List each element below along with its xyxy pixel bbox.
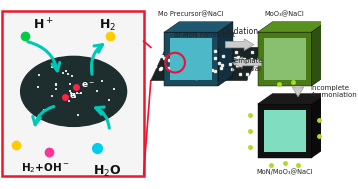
Polygon shape [263, 38, 306, 80]
Text: MoN/MoO₃@NaCl: MoN/MoO₃@NaCl [256, 168, 313, 175]
Polygon shape [151, 47, 262, 81]
Polygon shape [164, 32, 218, 86]
FancyBboxPatch shape [2, 11, 144, 176]
Text: dr-MoN nanosheet: dr-MoN nanosheet [174, 32, 235, 38]
Polygon shape [258, 104, 311, 158]
Polygon shape [263, 110, 306, 152]
Text: Incomplete
Ammoniation: Incomplete Ammoniation [311, 85, 357, 98]
FancyArrow shape [232, 57, 261, 68]
Text: H$_2$O: H$_2$O [93, 164, 122, 179]
Text: e$^-$: e$^-$ [81, 80, 95, 90]
Polygon shape [258, 32, 311, 86]
Text: H$_2$: H$_2$ [99, 18, 116, 33]
Polygon shape [258, 22, 326, 32]
Polygon shape [311, 22, 326, 86]
Text: H$^+$: H$^+$ [33, 18, 53, 33]
Text: Mo Precursor@NaCl: Mo Precursor@NaCl [159, 11, 224, 17]
Text: H$_2$+OH$^-$: H$_2$+OH$^-$ [20, 161, 69, 175]
Text: e$^-$: e$^-$ [69, 91, 83, 101]
Polygon shape [311, 94, 326, 158]
Text: Oxidation: Oxidation [221, 27, 258, 36]
Ellipse shape [21, 56, 127, 126]
Polygon shape [164, 22, 233, 32]
Polygon shape [218, 22, 233, 86]
Polygon shape [170, 38, 212, 80]
Text: Template
Removal: Template Removal [231, 58, 263, 72]
Polygon shape [258, 94, 326, 104]
FancyArrow shape [292, 87, 304, 97]
FancyArrow shape [225, 39, 254, 50]
Text: MoO₃@NaCl: MoO₃@NaCl [265, 11, 304, 17]
